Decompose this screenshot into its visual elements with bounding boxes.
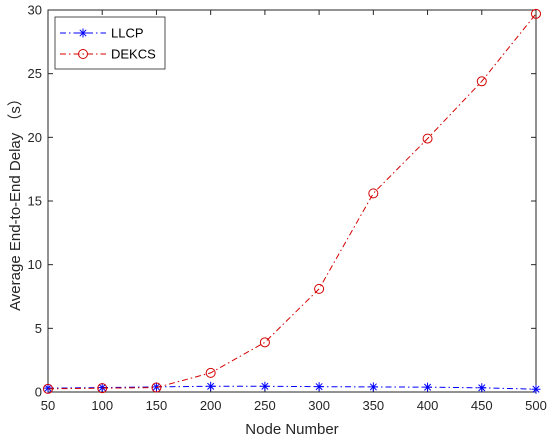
y-tick-label: 15	[28, 194, 42, 209]
legend-box	[54, 16, 166, 70]
y-tick-label: 5	[35, 321, 42, 336]
x-tick-label: 200	[200, 398, 222, 413]
legend: LLCP DEKCS	[54, 16, 166, 70]
legend-label: LLCP	[111, 26, 144, 41]
data-point	[477, 383, 487, 393]
data-point	[151, 382, 162, 393]
x-tick-label: 150	[146, 398, 168, 413]
y-tick-label: 0	[35, 385, 42, 400]
x-tick-label: 500	[525, 398, 547, 413]
series-llcp	[43, 381, 541, 394]
x-tick-label: 450	[471, 398, 493, 413]
x-tick-label: 300	[308, 398, 330, 413]
data-point	[151, 382, 161, 392]
legend-entry-llcp: LLCP	[60, 26, 144, 41]
y-axis-title: Average End-to-End Delay （s）	[7, 91, 24, 311]
x-tick-label: 350	[362, 398, 384, 413]
data-point	[43, 383, 53, 393]
y-tick-label: 10	[28, 257, 42, 272]
data-point	[259, 337, 270, 348]
x-tick-label: 100	[91, 398, 113, 413]
plot-area	[47, 9, 537, 393]
series-layer	[43, 8, 541, 394]
legend-label: DEKCS	[111, 47, 156, 62]
data-point	[78, 49, 88, 59]
data-point	[78, 28, 88, 38]
y-axis-ticks: 0 5 10 15 20 25 30	[28, 3, 536, 400]
data-point	[531, 8, 541, 19]
data-point	[368, 188, 379, 199]
x-tick-label: 400	[417, 398, 439, 413]
data-point	[43, 383, 53, 394]
data-point	[368, 382, 378, 392]
series-dekcs	[43, 8, 541, 394]
data-point	[260, 381, 270, 391]
data-point	[423, 382, 433, 392]
legend-entry-dekcs: DEKCS	[60, 47, 156, 62]
x-axis-ticks: 50 100 150 200 250 300 350 400 450 500	[41, 10, 547, 413]
series-line	[47, 13, 537, 390]
x-tick-label: 250	[254, 398, 276, 413]
data-point	[476, 76, 487, 87]
data-point	[422, 133, 433, 144]
y-tick-label: 30	[28, 3, 42, 18]
x-axis-title: Node Number	[245, 421, 338, 438]
data-point	[531, 384, 541, 394]
data-point	[314, 283, 325, 294]
data-point	[97, 383, 108, 394]
series-line	[47, 385, 537, 390]
data-point	[206, 381, 216, 391]
data-point	[205, 367, 216, 378]
data-point	[314, 382, 324, 392]
y-tick-label: 20	[28, 130, 42, 145]
data-point	[97, 383, 107, 393]
y-tick-label: 25	[28, 66, 42, 81]
x-tick-label: 50	[41, 398, 55, 413]
